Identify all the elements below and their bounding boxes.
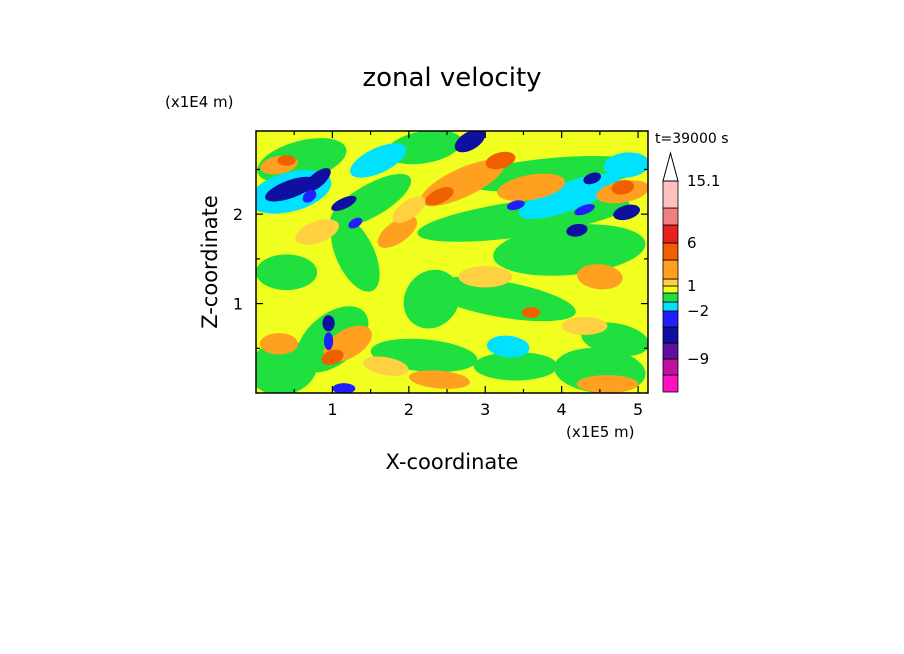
colorbar-segment (662, 224, 679, 244)
contour-region-orange (576, 375, 639, 393)
contour-region-orange (408, 370, 470, 389)
contour-region-navy (322, 315, 335, 332)
contour-region-light-orange (363, 356, 409, 376)
contour-region-dark-orange (485, 151, 516, 170)
x-tick-label: 1 (327, 400, 337, 419)
colorbar-label: 6 (687, 234, 697, 252)
x-tick-label: 2 (404, 400, 414, 419)
contour-region-light-orange (295, 219, 339, 245)
contour-region-cyan (486, 335, 530, 358)
contour-region-dark-orange (425, 187, 454, 206)
contour-field (256, 131, 648, 393)
colorbar-segment (662, 301, 679, 312)
contour-region-light-orange (458, 266, 512, 288)
y-unit-label: (x1E4 m) (165, 93, 234, 111)
colorbar-extend-arrow (662, 151, 679, 182)
contour-region-navy (583, 172, 602, 185)
x-unit-label: (x1E5 m) (566, 423, 635, 441)
colorbar-segment (662, 374, 679, 393)
x-axis: 1 2 3 4 5 (293, 131, 643, 419)
x-tick-label: 5 (633, 400, 643, 419)
contour-region-dark-orange (321, 349, 344, 366)
contour-region-cyan (350, 143, 407, 178)
colorbar-segment (662, 285, 679, 294)
x-tick-label: 4 (557, 400, 567, 419)
colorbar-segment (662, 259, 679, 280)
colorbar-label: 15.1 (687, 172, 720, 190)
contour-region-dark-orange (277, 155, 296, 166)
colorbar-segment (662, 292, 679, 303)
contour-region-light-orange (561, 316, 608, 335)
contour-region-dark-orange (521, 307, 541, 318)
contour-region-blue (574, 204, 595, 216)
contour-region-navy (303, 168, 331, 193)
contour-region-cyan (518, 173, 620, 219)
colorbar-label: −2 (687, 302, 709, 320)
contour-region-green (330, 173, 412, 228)
colorbar-segment (662, 242, 679, 261)
contour-region-navy (613, 204, 641, 221)
y-tick-label: 1 (233, 295, 243, 314)
contour-region-dark-orange (611, 180, 635, 195)
contour-region-navy (454, 131, 486, 153)
contour-region-green (493, 224, 646, 276)
contour-region-blue (332, 383, 356, 393)
colorbar-segment (662, 342, 679, 360)
contour-region-green (403, 269, 460, 329)
colorbar-segment (662, 207, 679, 226)
contour-region-orange (259, 333, 299, 355)
chart-title: zonal velocity (362, 63, 541, 93)
contour-region-blue (324, 332, 334, 351)
contour-region-navy (566, 223, 588, 237)
y-axis: 12 (233, 168, 648, 349)
contour-region-blue (302, 189, 317, 203)
contour-region-navy (265, 176, 316, 202)
y-axis-label: Z-coordinate (198, 195, 222, 329)
colorbar-segment (662, 358, 679, 376)
contour-region-blue (506, 200, 525, 211)
contour-region-green (331, 217, 380, 292)
colorbar: 15.1 6 1 −2 −9 (662, 151, 720, 393)
time-label: t=39000 s (655, 131, 729, 147)
colorbar-segment (662, 278, 679, 287)
contour-region-green (473, 351, 558, 381)
contour-region-orange (377, 216, 418, 248)
contour-region-green (386, 131, 462, 165)
colorbar-label: 1 (687, 277, 697, 295)
colorbar-segment (662, 326, 679, 344)
x-tick-label: 3 (480, 400, 490, 419)
colorbar-label: −9 (687, 350, 709, 368)
contour-region-orange (576, 264, 623, 290)
colorbar-segment (662, 310, 679, 328)
contour-region-navy (331, 195, 357, 212)
colorbar-segment (662, 180, 679, 209)
contour-region-green (256, 254, 318, 291)
contour-region-light-orange (392, 196, 426, 223)
plot-frame (255, 130, 649, 394)
contour-region-blue (348, 217, 363, 229)
contour-region-orange (497, 173, 566, 202)
y-tick-label: 2 (233, 205, 243, 224)
x-axis-label: X-coordinate (386, 450, 519, 474)
contour-region-cyan (603, 152, 648, 178)
